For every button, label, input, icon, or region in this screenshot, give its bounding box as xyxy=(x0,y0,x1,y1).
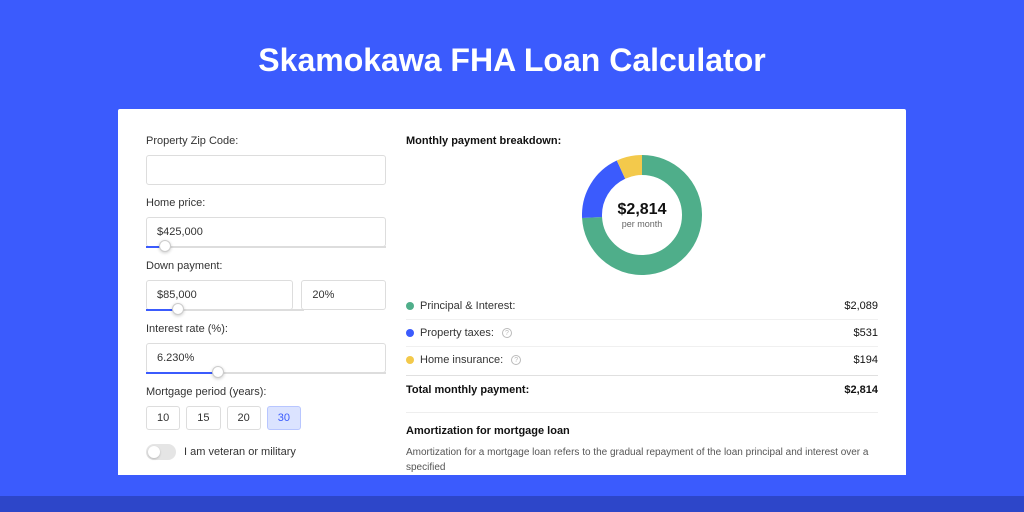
slider-thumb[interactable] xyxy=(212,366,224,378)
down-payment-amount-input[interactable] xyxy=(146,280,293,310)
legend-label: Principal & Interest: xyxy=(420,300,515,312)
bottom-shadow xyxy=(0,496,1024,512)
slider-thumb[interactable] xyxy=(172,303,184,315)
legend-row: Property taxes:? $531 xyxy=(406,320,878,347)
home-price-group: Home price: xyxy=(146,197,386,248)
info-icon[interactable]: ? xyxy=(511,355,521,365)
down-payment-percent-input[interactable] xyxy=(301,280,386,310)
zip-input[interactable] xyxy=(146,155,386,185)
slider-thumb[interactable] xyxy=(159,240,171,252)
breakdown-column: Monthly payment breakdown: $2,814 per mo… xyxy=(406,135,878,475)
legend-value: $194 xyxy=(854,354,878,366)
mortgage-period-label: Mortgage period (years): xyxy=(146,386,386,398)
period-btn-30[interactable]: 30 xyxy=(267,406,301,430)
interest-rate-label: Interest rate (%): xyxy=(146,323,386,335)
down-payment-slider[interactable] xyxy=(146,309,304,311)
veteran-row: I am veteran or military xyxy=(146,444,386,460)
info-icon[interactable]: ? xyxy=(502,328,512,338)
amortization-section: Amortization for mortgage loan Amortizat… xyxy=(406,412,878,475)
interest-rate-group: Interest rate (%): xyxy=(146,323,386,374)
legend-value: $531 xyxy=(854,327,878,339)
amortization-header: Amortization for mortgage loan xyxy=(406,425,878,437)
legend-value: $2,089 xyxy=(844,300,878,312)
period-btn-15[interactable]: 15 xyxy=(186,406,220,430)
down-payment-label: Down payment: xyxy=(146,260,386,272)
calculator-card: Property Zip Code: Home price: Down paym… xyxy=(118,109,906,475)
breakdown-header: Monthly payment breakdown: xyxy=(406,135,878,147)
veteran-toggle[interactable] xyxy=(146,444,176,460)
period-buttons: 1015 2030 xyxy=(146,406,386,430)
total-row: Total monthly payment: $2,814 xyxy=(406,375,878,404)
donut-value: $2,814 xyxy=(618,201,667,219)
period-btn-10[interactable]: 10 xyxy=(146,406,180,430)
down-payment-group: Down payment: xyxy=(146,260,386,311)
legend-row: Principal & Interest: $2,089 xyxy=(406,293,878,320)
inputs-column: Property Zip Code: Home price: Down paym… xyxy=(146,135,386,475)
veteran-label: I am veteran or military xyxy=(184,446,296,458)
interest-rate-input[interactable] xyxy=(146,343,386,373)
legend-label: Home insurance: xyxy=(420,354,503,366)
legend-dot xyxy=(406,356,414,364)
total-value: $2,814 xyxy=(844,384,878,396)
legend-row: Home insurance:? $194 xyxy=(406,347,878,373)
zip-group: Property Zip Code: xyxy=(146,135,386,185)
home-price-label: Home price: xyxy=(146,197,386,209)
donut-chart: $2,814 per month xyxy=(406,155,878,275)
period-btn-20[interactable]: 20 xyxy=(227,406,261,430)
zip-label: Property Zip Code: xyxy=(146,135,386,147)
mortgage-period-group: Mortgage period (years): 1015 2030 xyxy=(146,386,386,430)
donut-sub: per month xyxy=(618,219,667,229)
legend-label: Property taxes: xyxy=(420,327,494,339)
home-price-slider[interactable] xyxy=(146,246,386,248)
interest-rate-slider[interactable] xyxy=(146,372,386,374)
home-price-input[interactable] xyxy=(146,217,386,247)
legend: Principal & Interest: $2,089 Property taxe… xyxy=(406,293,878,373)
legend-dot xyxy=(406,302,414,310)
legend-dot xyxy=(406,329,414,337)
total-label: Total monthly payment: xyxy=(406,384,529,396)
amortization-text: Amortization for a mortgage loan refers … xyxy=(406,445,878,475)
page-title: Skamokawa FHA Loan Calculator xyxy=(0,0,1024,109)
